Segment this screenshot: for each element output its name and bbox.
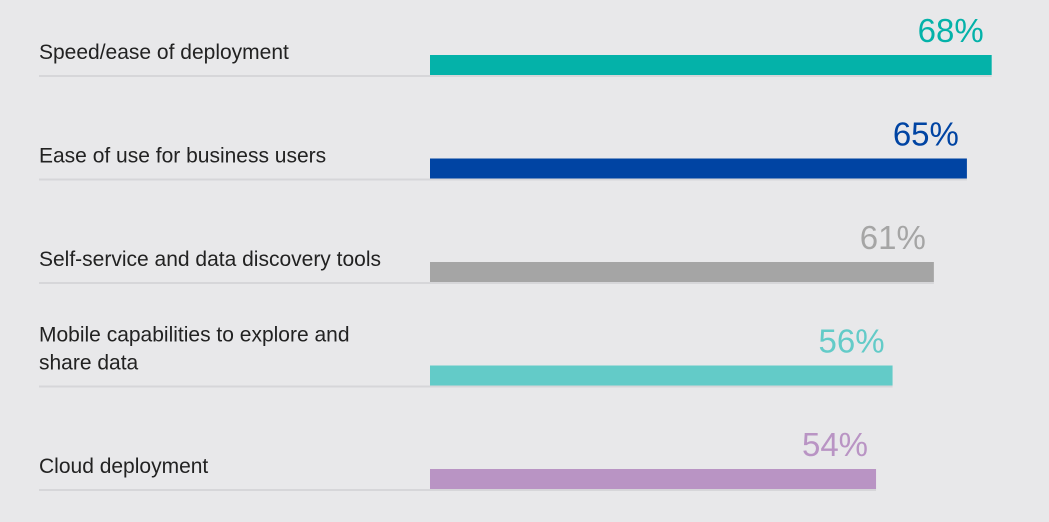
bar-3: [430, 365, 893, 386]
bar-0: [430, 55, 992, 75]
value-label-0: 68%: [918, 12, 984, 49]
category-label-3-line-0: Mobile capabilities to explore and: [39, 324, 350, 347]
category-label-3-line-1: share data: [39, 352, 139, 375]
value-label-2: 61%: [860, 219, 926, 256]
bar-2: [430, 262, 934, 282]
category-label-4: Cloud deployment: [39, 455, 208, 478]
bar-4: [430, 469, 877, 489]
value-label-3: 56%: [818, 323, 884, 360]
bar-1: [430, 158, 967, 179]
value-label-1: 65%: [893, 116, 959, 153]
value-label-4: 54%: [802, 426, 868, 463]
category-label-1: Ease of use for business users: [39, 145, 326, 168]
category-label-0: Speed/ease of deployment: [39, 41, 289, 64]
category-label-2: Self-service and data discovery tools: [39, 248, 381, 271]
